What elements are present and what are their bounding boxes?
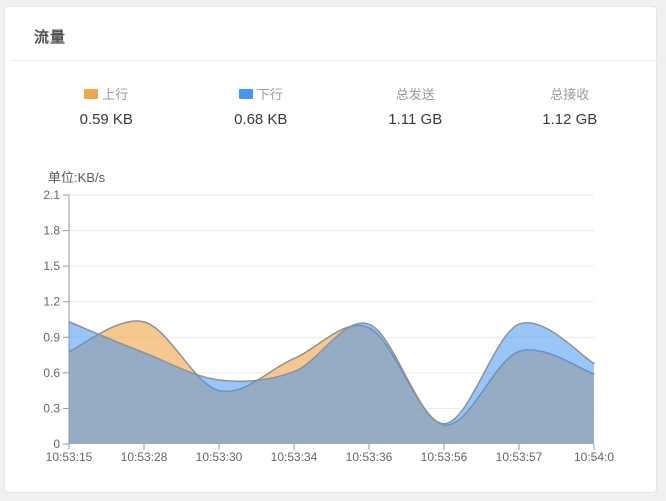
x-tick-label: 10:53:36 (346, 450, 393, 464)
upload-label: 上行 (102, 87, 129, 102)
total-received-value: 1.12 GB (542, 111, 598, 128)
upload-legend-swatch (84, 89, 99, 99)
total-received-label: 总接收 (550, 87, 590, 102)
stat-total-sent: 总发送 1.11 GB (338, 86, 493, 130)
stat-total-received: 总接收 1.12 GB (493, 86, 648, 130)
download-value: 0.68 KB (234, 111, 288, 128)
header-divider (10, 60, 666, 61)
total-sent-label: 总发送 (395, 87, 435, 102)
series-下行 (68, 321, 595, 444)
download-legend-swatch (238, 89, 253, 99)
x-tick-label: 10:53:57 (496, 450, 543, 464)
series-line (68, 321, 595, 425)
x-tick-label: 10:53:30 (196, 450, 243, 464)
stat-upload: 上行 0.59 KB (29, 86, 184, 130)
y-axis: 0 0.3 0.6 0.9 1.2 1.5 1.8 2.1 (43, 188, 70, 451)
x-tick-label: 10:54:0 (574, 450, 614, 464)
series-area (69, 321, 594, 444)
y-tick-label: 1.5 (43, 259, 60, 273)
x-tick-label: 10:53:56 (421, 450, 468, 464)
panel-title: 流量 (34, 29, 67, 46)
download-label: 下行 (256, 87, 283, 102)
y-tick-label: 0.9 (43, 330, 60, 344)
x-tick-label: 10:53:34 (271, 450, 318, 464)
stat-download: 下行 0.68 KB (184, 86, 339, 130)
y-tick-label: 0.3 (43, 401, 60, 415)
y-tick-label: 1.8 (43, 224, 60, 238)
stats-row: 上行 0.59 KB 下行 0.68 KB 总发送 1.11 GB 总接收 1.… (29, 86, 647, 130)
y-tick-label: 0 (53, 437, 60, 451)
y-tick-label: 2.1 (43, 188, 60, 202)
x-tick-label: 10:53:28 (121, 450, 168, 464)
unit-label: 单位:KB/s (48, 170, 106, 185)
y-tick-label: 0.6 (43, 366, 60, 380)
x-axis: 10:53:15 10:53:28 10:53:30 10:53:34 10:53:36… (46, 444, 614, 464)
y-tick-label: 1.2 (43, 295, 60, 309)
upload-value: 0.59 KB (79, 111, 133, 128)
x-tick-label: 10:53:15 (46, 450, 93, 464)
total-sent-value: 1.11 GB (388, 111, 443, 128)
